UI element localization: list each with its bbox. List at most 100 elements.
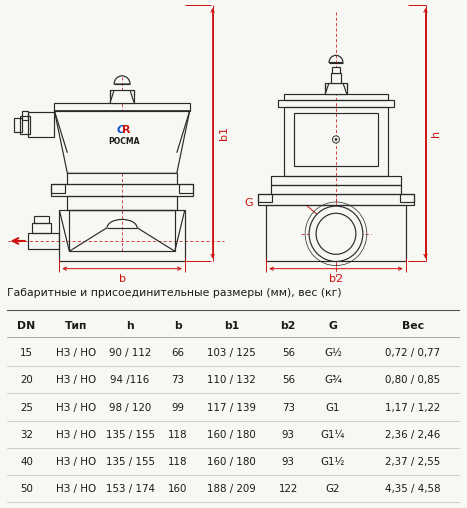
Text: G¾: G¾ — [324, 375, 342, 386]
Text: 160 / 180: 160 / 180 — [207, 430, 256, 439]
Bar — [110, 90, 134, 103]
Circle shape — [309, 206, 363, 262]
Text: 160: 160 — [168, 484, 187, 494]
Bar — [294, 113, 378, 166]
Text: C: C — [117, 125, 125, 135]
Text: 160 / 180: 160 / 180 — [207, 457, 256, 467]
Bar — [14, 118, 21, 132]
Bar — [266, 205, 406, 262]
Text: 40: 40 — [20, 457, 33, 467]
Text: 25: 25 — [20, 402, 33, 412]
Text: НЗ / НО: НЗ / НО — [56, 430, 96, 439]
Circle shape — [333, 136, 340, 143]
Text: 117 / 139: 117 / 139 — [207, 402, 256, 412]
Text: 122: 122 — [279, 484, 298, 494]
Text: 56: 56 — [282, 348, 295, 358]
Bar — [258, 194, 414, 205]
Bar — [179, 183, 193, 193]
Text: b1: b1 — [219, 126, 228, 140]
Bar — [284, 94, 388, 101]
Circle shape — [335, 138, 337, 140]
Text: 0,80 / 0,85: 0,80 / 0,85 — [385, 375, 440, 386]
Text: 2,37 / 2,55: 2,37 / 2,55 — [385, 457, 440, 467]
Text: НЗ / НО: НЗ / НО — [56, 375, 96, 386]
Text: G2: G2 — [326, 484, 340, 494]
Text: 93: 93 — [282, 457, 295, 467]
Text: 93: 93 — [282, 430, 295, 439]
Text: h: h — [432, 130, 441, 137]
Text: НЗ / НО: НЗ / НО — [56, 484, 96, 494]
Text: РОСМА: РОСМА — [108, 137, 140, 146]
Text: G1: G1 — [326, 402, 340, 412]
Text: 15: 15 — [20, 348, 33, 358]
Bar — [21, 111, 28, 120]
Text: b: b — [174, 321, 182, 331]
Text: 2,36 / 2,46: 2,36 / 2,46 — [385, 430, 440, 439]
Bar — [271, 176, 401, 184]
Text: 56: 56 — [282, 375, 295, 386]
Text: 0,72 / 0,77: 0,72 / 0,77 — [385, 348, 440, 358]
Text: Габаритные и присоединительные размеры (мм), вес (кг): Габаритные и присоединительные размеры (… — [7, 288, 341, 298]
Bar — [51, 183, 193, 196]
Bar — [28, 233, 59, 249]
Text: 4,35 / 4,58: 4,35 / 4,58 — [385, 484, 440, 494]
Text: b: b — [119, 274, 126, 284]
Text: b2: b2 — [329, 274, 343, 284]
Text: 90 / 112: 90 / 112 — [109, 348, 151, 358]
Text: 73: 73 — [171, 375, 184, 386]
Bar — [67, 196, 177, 210]
Text: DN: DN — [17, 321, 35, 331]
Text: G1¼: G1¼ — [321, 430, 345, 439]
Text: 1,17 / 1,22: 1,17 / 1,22 — [385, 402, 440, 412]
Bar — [278, 101, 394, 107]
Bar — [34, 216, 50, 223]
Bar — [284, 107, 388, 176]
Bar — [20, 116, 29, 134]
Text: 118: 118 — [168, 457, 188, 467]
Text: R: R — [122, 125, 130, 135]
Text: НЗ / НО: НЗ / НО — [56, 457, 96, 467]
Text: НЗ / НО: НЗ / НО — [56, 348, 96, 358]
Text: НЗ / НО: НЗ / НО — [56, 402, 96, 412]
Text: G½: G½ — [324, 348, 342, 358]
Bar — [59, 210, 185, 262]
Text: 50: 50 — [20, 484, 33, 494]
Text: 188 / 209: 188 / 209 — [207, 484, 256, 494]
Wedge shape — [114, 76, 130, 84]
Text: Вес: Вес — [402, 321, 424, 331]
Text: 98 / 120: 98 / 120 — [109, 402, 151, 412]
Bar — [258, 194, 272, 202]
Bar — [69, 210, 175, 251]
Text: 32: 32 — [20, 430, 33, 439]
Text: G: G — [244, 198, 253, 208]
Text: Тип: Тип — [65, 321, 87, 331]
Bar — [331, 73, 341, 83]
Bar — [28, 112, 55, 137]
Bar — [67, 173, 177, 183]
Text: 73: 73 — [282, 402, 295, 412]
Text: 135 / 155: 135 / 155 — [106, 457, 155, 467]
Text: 20: 20 — [20, 375, 33, 386]
Bar — [32, 223, 51, 233]
Bar — [271, 184, 401, 194]
Text: 153 / 174: 153 / 174 — [106, 484, 155, 494]
Text: b2: b2 — [281, 321, 296, 331]
Polygon shape — [55, 111, 190, 173]
Text: 135 / 155: 135 / 155 — [106, 430, 155, 439]
Text: 94 /116: 94 /116 — [110, 375, 149, 386]
Text: G1½: G1½ — [321, 457, 345, 467]
Text: b1: b1 — [224, 321, 239, 331]
Bar — [332, 67, 340, 73]
Text: 118: 118 — [168, 430, 188, 439]
Bar — [55, 103, 190, 111]
Text: h: h — [126, 321, 134, 331]
Circle shape — [316, 213, 356, 255]
Text: 103 / 125: 103 / 125 — [207, 348, 256, 358]
Bar — [400, 194, 414, 202]
Text: G: G — [329, 321, 338, 331]
Text: 99: 99 — [171, 402, 184, 412]
Wedge shape — [329, 55, 343, 62]
Bar — [325, 83, 347, 94]
Bar — [51, 183, 65, 193]
Text: 110 / 132: 110 / 132 — [207, 375, 256, 386]
